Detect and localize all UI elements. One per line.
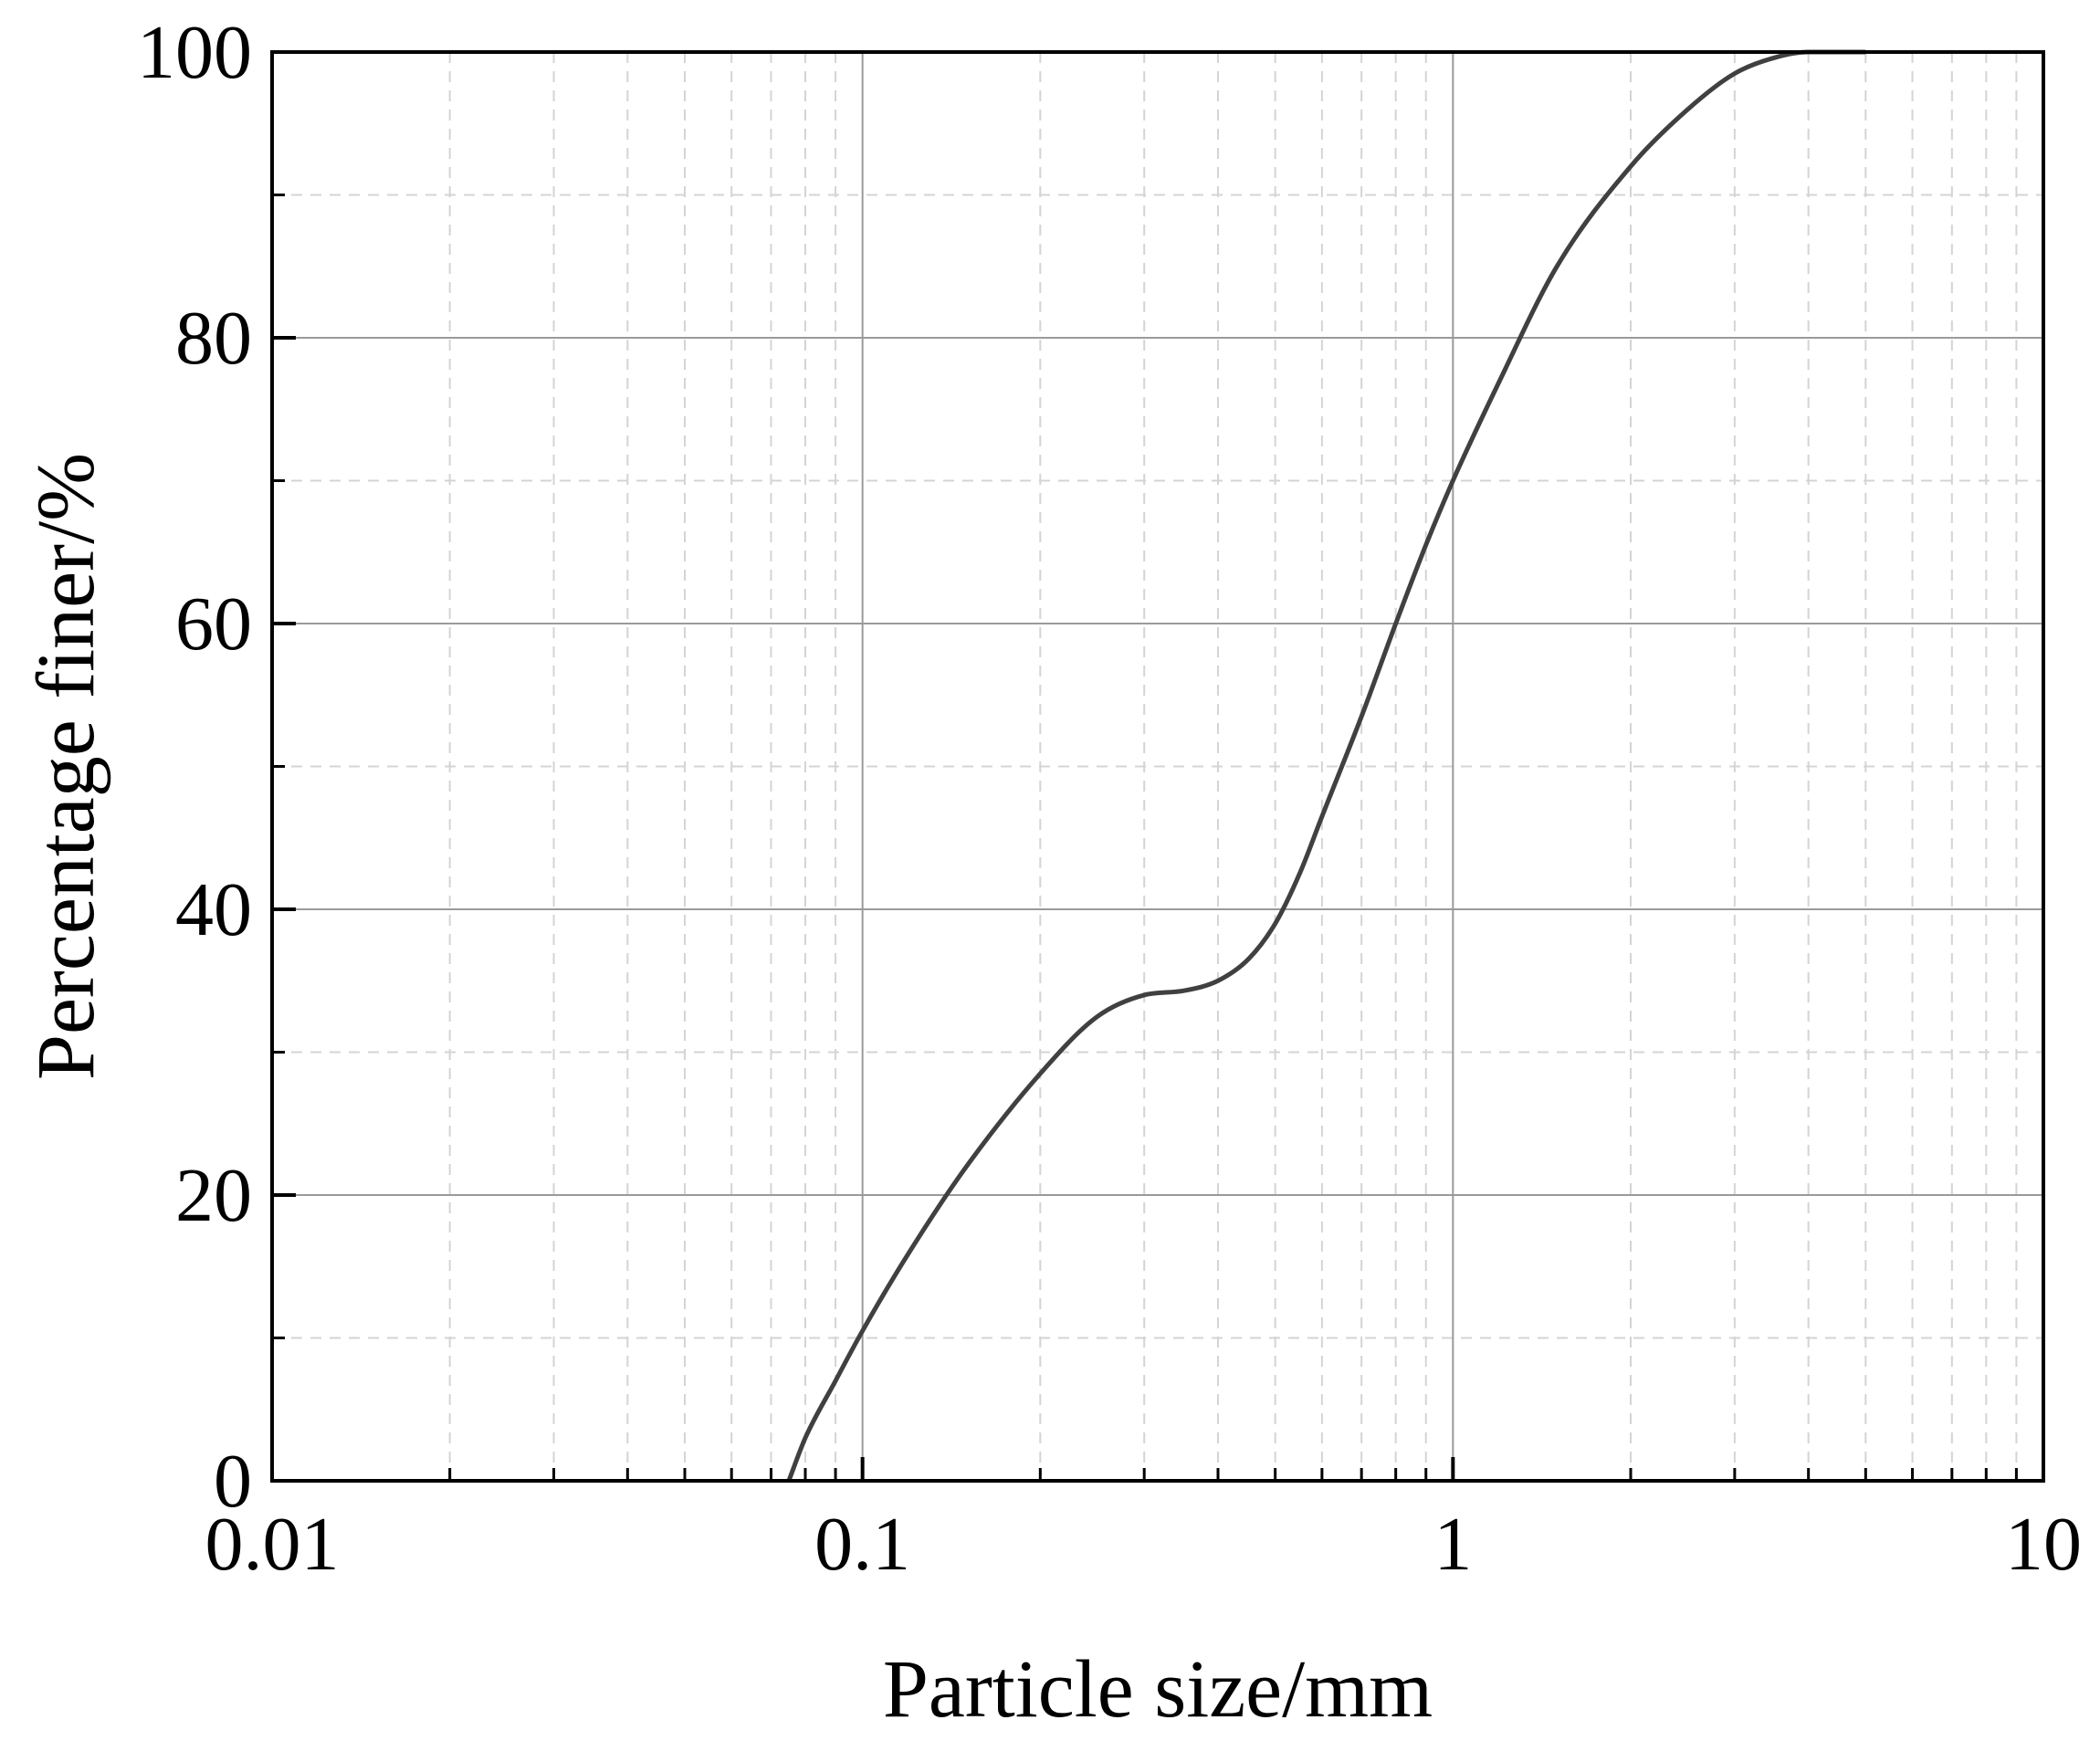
gradation-curve <box>786 49 1866 1482</box>
minor-grid <box>272 52 2043 1481</box>
y-axis-label: Percentage finer/% <box>21 453 111 1080</box>
x-tick-label: 0.1 <box>814 1502 910 1587</box>
x-axis-label: Particle size/mm <box>883 1644 1433 1735</box>
x-tick-label: 1 <box>1433 1502 1472 1587</box>
major-grid <box>272 52 2043 1481</box>
y-tick-label: 80 <box>175 296 252 381</box>
y-tick-label: 0 <box>214 1439 252 1524</box>
y-tick-label: 100 <box>137 10 252 95</box>
axis-ticks <box>270 50 2045 1483</box>
y-tick-label: 60 <box>175 582 252 666</box>
x-tick-label: 0.01 <box>205 1502 340 1587</box>
y-tick-label: 20 <box>175 1153 252 1238</box>
x-tick-label: 10 <box>2005 1502 2082 1587</box>
series-layer <box>786 49 1866 1482</box>
y-tick-label: 40 <box>175 867 252 952</box>
